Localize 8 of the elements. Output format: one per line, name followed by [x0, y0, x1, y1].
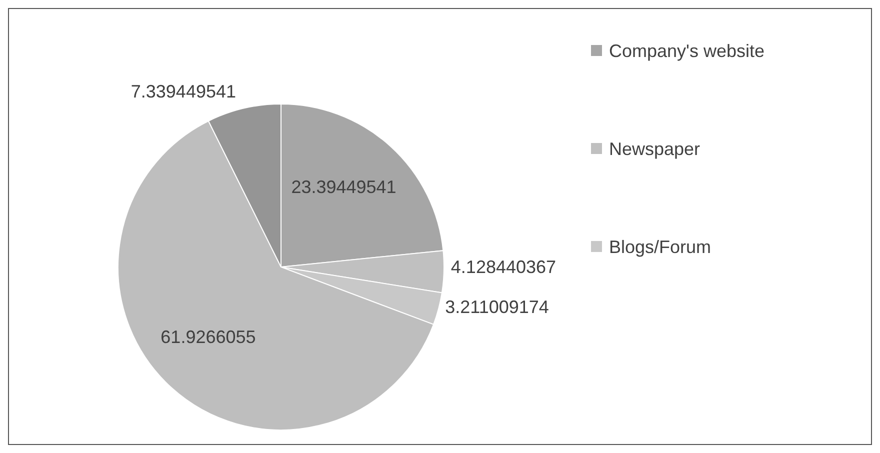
data-label: 4.128440367 — [450, 257, 556, 278]
data-label: 3.211009174 — [445, 296, 549, 317]
legend-label: Company's website — [609, 41, 765, 61]
legend-label: Newspaper — [609, 139, 700, 159]
legend-label: Blogs/Forum — [609, 237, 712, 257]
data-label: 61.9266055 — [160, 326, 256, 347]
data-label: 23.39449541 — [291, 177, 396, 198]
data-label: 7.339449541 — [130, 82, 236, 102]
